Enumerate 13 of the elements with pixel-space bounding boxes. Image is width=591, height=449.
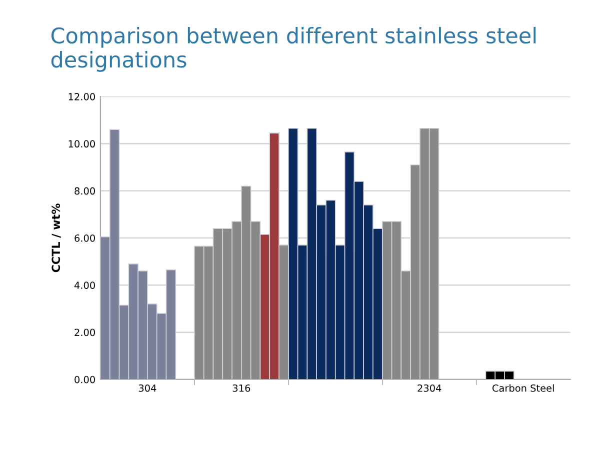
y-tick-label: 8.00 <box>74 187 95 195</box>
x-tick-label: 316 <box>232 384 250 392</box>
y-tick-label: 10.00 <box>68 140 95 148</box>
y-tick-label: 2.00 <box>74 328 95 336</box>
y-tick-label: 6.00 <box>74 234 95 242</box>
x-tick-label: Carbon Steel <box>492 384 554 392</box>
chart-title: Comparison between different stainless steel designations <box>51 26 536 72</box>
y-tick-label: 0.00 <box>74 376 95 384</box>
y-tick-label: 4.00 <box>74 282 95 289</box>
y-tick-label: 12.00 <box>68 93 95 100</box>
x-tick-label: 2304 <box>418 384 442 392</box>
x-tick-label: 304 <box>138 384 156 392</box>
y-axis-title: CCTL / wt% <box>52 204 61 272</box>
